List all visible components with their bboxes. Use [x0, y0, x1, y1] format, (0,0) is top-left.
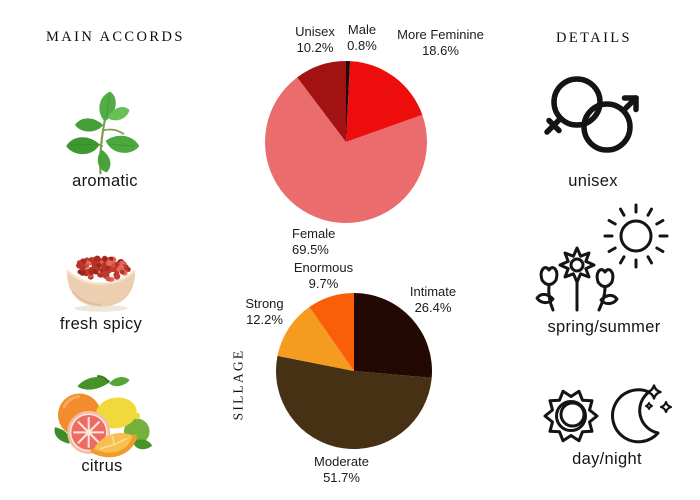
detail-label-spring-summer: spring/summer — [547, 318, 661, 336]
flowers-and-sun-icon — [535, 203, 669, 312]
left-tulip — [535, 266, 559, 312]
accord-label-aromatic: aromatic — [72, 172, 138, 190]
citrus-fruits-image — [54, 375, 153, 458]
pie-slice-intimate — [354, 293, 432, 378]
detail-label-unisex: unisex — [568, 172, 618, 190]
sun-icon — [619, 219, 653, 253]
pie-label-unisex: Unisex 10.2% — [295, 24, 335, 55]
pie-slice-unisex — [297, 61, 346, 142]
pie-slice-female — [265, 77, 427, 223]
pie-label-enormous: Enormous 9.7% — [293, 260, 354, 291]
detail-label-day-night: day/night — [572, 450, 642, 468]
sparkle-star-icon — [659, 400, 673, 414]
pie-label-moderate: Moderate 51.7% — [314, 454, 369, 485]
night-moon-icon — [611, 384, 673, 444]
sillage-axis-title: SILLAGE — [230, 348, 246, 421]
sun-rays — [603, 203, 669, 269]
pie-slice-enormous — [309, 293, 354, 371]
pie-label-intimate: Intimate 26.4% — [409, 284, 457, 315]
sillage-pie-chart — [276, 293, 432, 449]
accord-label-citrus: citrus — [81, 457, 123, 475]
main-accords-title: MAIN ACCORDS — [46, 29, 185, 45]
grapefruit-half — [67, 410, 111, 454]
star-flower — [558, 246, 596, 312]
pie-label-male: Male 0.8% — [347, 22, 377, 53]
pie-slice-strong — [277, 307, 354, 371]
gender-pie-chart — [265, 61, 427, 223]
right-tulip — [595, 268, 619, 312]
female-male-symbols-icon — [544, 76, 639, 153]
details-title: DETAILS — [555, 30, 633, 46]
sparkle-star-icon — [645, 402, 653, 410]
peppercorn-pile — [76, 255, 131, 283]
pie-slice-moderate — [276, 355, 432, 449]
pie-slice-more-feminine — [346, 61, 423, 142]
pie-label-more-feminine: More Feminine 18.6% — [397, 27, 484, 58]
orange-wedge — [90, 433, 138, 458]
pie-label-female: Female 69.5% — [292, 226, 336, 257]
pie-slice-male — [346, 61, 351, 142]
day-sun-icon — [543, 389, 599, 443]
peppercorn-bowl-image — [66, 255, 136, 312]
accord-label-fresh-spicy: fresh spicy — [59, 315, 143, 333]
pie-label-strong: Strong 12.2% — [245, 296, 284, 327]
mint-leaves-image — [66, 91, 140, 175]
sparkle-star-icon — [646, 384, 662, 400]
sun-and-moon-icon — [543, 384, 673, 444]
